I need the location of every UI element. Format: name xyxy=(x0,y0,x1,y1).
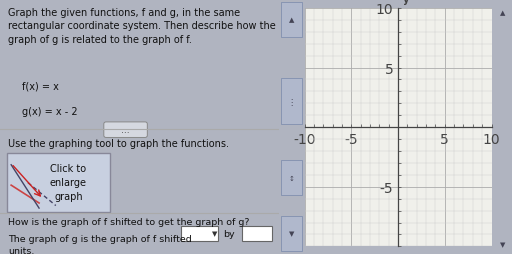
FancyBboxPatch shape xyxy=(282,3,302,38)
Text: Use the graphing tool to graph the functions.: Use the graphing tool to graph the funct… xyxy=(8,138,229,148)
Text: Click to
enlarge
graph: Click to enlarge graph xyxy=(50,164,87,202)
FancyBboxPatch shape xyxy=(181,226,219,241)
FancyBboxPatch shape xyxy=(7,154,110,212)
Text: ⋮: ⋮ xyxy=(288,97,296,106)
Text: How is the graph of f shifted to get the graph of g?: How is the graph of f shifted to get the… xyxy=(8,217,250,226)
Text: ...: ... xyxy=(121,125,130,135)
Text: ↕: ↕ xyxy=(289,175,295,181)
Text: ▲: ▲ xyxy=(500,10,505,16)
Text: by: by xyxy=(223,229,235,238)
Text: ▼: ▼ xyxy=(211,230,217,236)
Text: units.: units. xyxy=(8,246,35,254)
Text: The graph of g is the graph of f shifted: The graph of g is the graph of f shifted xyxy=(8,234,192,243)
Text: ▲: ▲ xyxy=(289,17,294,23)
FancyBboxPatch shape xyxy=(282,160,302,196)
Text: ▼: ▼ xyxy=(289,231,294,237)
Text: Graph the given functions, f and g, in the same
rectangular coordinate system. T: Graph the given functions, f and g, in t… xyxy=(8,8,276,45)
Text: f(x) = x: f(x) = x xyxy=(23,81,59,91)
FancyBboxPatch shape xyxy=(104,122,147,138)
FancyBboxPatch shape xyxy=(242,226,271,241)
Text: ▼: ▼ xyxy=(500,241,505,247)
Text: g(x) = x - 2: g(x) = x - 2 xyxy=(23,107,78,117)
Text: y: y xyxy=(403,0,409,5)
FancyBboxPatch shape xyxy=(282,79,302,124)
FancyBboxPatch shape xyxy=(282,216,302,251)
